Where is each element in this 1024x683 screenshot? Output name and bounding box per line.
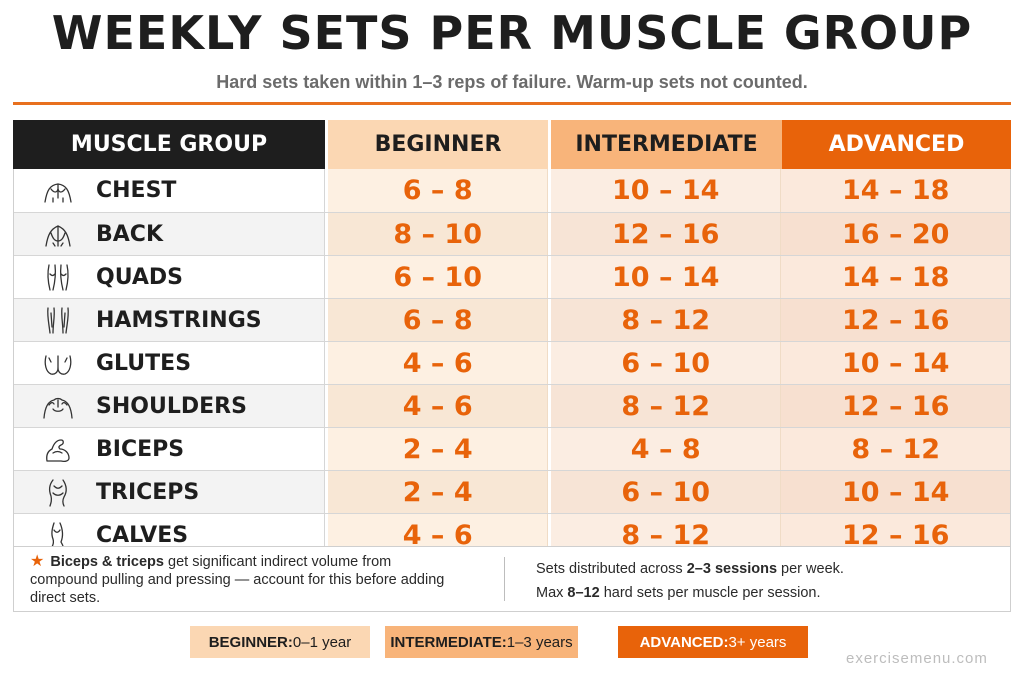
- muscle-name: BICEPS: [96, 436, 185, 462]
- muscle-name: CHEST: [96, 178, 177, 203]
- advanced-sets: 14 – 18: [781, 169, 1010, 212]
- legend-label: INTERMEDIATE:: [390, 633, 507, 651]
- legend-value: 3+ years: [728, 633, 787, 651]
- muscle-name: QUADS: [96, 264, 184, 290]
- beginner-sets: 6 – 10: [328, 256, 548, 298]
- intermediate-sets: 4 – 8: [550, 428, 782, 470]
- intermediate-sets: 10 – 14: [550, 256, 782, 298]
- quads-icon: [40, 262, 76, 292]
- intermediate-sets: 8 – 12: [550, 299, 782, 341]
- intermediate-sets: 6 – 10: [550, 471, 782, 513]
- beginner-sets: 8 – 10: [328, 213, 548, 255]
- notes-divider: [504, 557, 505, 601]
- glutes-icon: [40, 348, 76, 378]
- advanced-sets: 12 – 16: [781, 299, 1010, 341]
- muscle-name: TRICEPS: [96, 479, 200, 505]
- column-header-muscle-group: MUSCLE GROUP: [13, 120, 325, 169]
- beginner-sets: 6 – 8: [328, 299, 548, 341]
- intermediate-sets: 8 – 12: [550, 385, 782, 427]
- advanced-sets: 10 – 14: [781, 471, 1010, 513]
- table-header: MUSCLE GROUP BEGINNER INTERMEDIATE ADVAN…: [13, 120, 1011, 169]
- sets-table: MUSCLE GROUP BEGINNER INTERMEDIATE ADVAN…: [13, 120, 1011, 557]
- muscle-name: SHOULDERS: [96, 393, 247, 419]
- beginner-sets: 6 – 8: [328, 169, 548, 212]
- back-icon: [40, 219, 76, 249]
- muscle-cell: QUADS: [14, 256, 326, 298]
- note-indirect-volume: ★ Biceps & triceps get significant indire…: [30, 553, 450, 607]
- advanced-sets: 14 – 18: [781, 256, 1010, 298]
- advanced-sets: 16 – 20: [781, 213, 1010, 255]
- muscle-cell: TRICEPS: [14, 471, 326, 513]
- column-header-advanced: ADVANCED: [782, 120, 1011, 169]
- note-text: hard sets per muscle per session.: [599, 585, 821, 601]
- muscle-cell: BICEPS: [14, 428, 326, 470]
- advanced-sets: 8 – 12: [781, 428, 1010, 470]
- note-text: per week.: [777, 561, 844, 577]
- legend-beginner: BEGINNER: 0–1 year: [190, 626, 370, 658]
- muscle-name: CALVES: [96, 522, 189, 548]
- muscle-cell: CHEST: [14, 169, 326, 212]
- legend-advanced: ADVANCED: 3+ years: [618, 626, 808, 658]
- legend-label: BEGINNER:: [208, 633, 293, 651]
- chest-icon: [40, 176, 76, 206]
- legend-label: ADVANCED:: [639, 633, 729, 651]
- title-divider: [13, 102, 1011, 105]
- note-max-sets-line: Max 8–12 hard sets per muscle per sessio…: [536, 581, 844, 605]
- table-row: QUADS 6 – 10 10 – 14 14 – 18: [14, 255, 1010, 298]
- biceps-icon: [40, 434, 76, 464]
- watermark: exercisemenu.com: [846, 650, 988, 667]
- advanced-sets: 10 – 14: [781, 342, 1010, 384]
- star-icon: ★: [30, 553, 45, 570]
- shoulders-icon: [40, 391, 76, 421]
- column-header-beginner: BEGINNER: [328, 120, 548, 169]
- hamstrings-icon: [40, 305, 76, 335]
- muscle-cell: GLUTES: [14, 342, 326, 384]
- beginner-sets: 4 – 6: [328, 385, 548, 427]
- table-row: BACK 8 – 10 12 – 16 16 – 20: [14, 212, 1010, 255]
- note-bold-text: 8–12: [567, 585, 600, 601]
- note-text: Sets distributed across: [536, 561, 687, 577]
- muscle-cell: CALVES: [14, 514, 326, 556]
- muscle-name: HAMSTRINGS: [96, 307, 262, 333]
- intermediate-sets: 10 – 14: [550, 169, 782, 212]
- note-bold-text: Biceps & triceps: [50, 554, 164, 570]
- muscle-name: GLUTES: [96, 350, 192, 376]
- page-title: WEEKLY SETS PER MUSCLE GROUP: [51, 6, 973, 60]
- table-body: CHEST 6 – 8 10 – 14 14 – 18 BACK 8 – 10 12 – 1…: [13, 169, 1011, 557]
- notes-box: ★ Biceps & triceps get significant indire…: [13, 546, 1011, 612]
- muscle-name: BACK: [96, 221, 163, 247]
- note-text: Max: [536, 585, 568, 601]
- note-text: get significant indirect volume from com…: [30, 554, 445, 606]
- legend-intermediate: INTERMEDIATE: 1–3 years: [385, 626, 578, 658]
- note-sessions-line: Sets distributed across 2–3 sessions per…: [536, 557, 844, 581]
- muscle-cell: BACK: [14, 213, 326, 255]
- page-subtitle: Hard sets taken within 1–3 reps of failu…: [216, 72, 808, 92]
- table-row: CHEST 6 – 8 10 – 14 14 – 18: [14, 169, 1010, 212]
- intermediate-sets: 12 – 16: [550, 213, 782, 255]
- legend-value: 0–1 year: [292, 633, 352, 651]
- column-header-intermediate: INTERMEDIATE: [551, 120, 782, 169]
- muscle-cell: HAMSTRINGS: [14, 299, 326, 341]
- intermediate-sets: 6 – 10: [550, 342, 782, 384]
- beginner-sets: 4 – 6: [328, 342, 548, 384]
- triceps-icon: [40, 477, 76, 507]
- legend-value: 1–3 years: [506, 633, 573, 651]
- beginner-sets: 2 – 4: [328, 428, 548, 470]
- advanced-sets: 12 – 16: [781, 385, 1010, 427]
- note-bold-text: 2–3 sessions: [686, 561, 778, 577]
- beginner-sets: 2 – 4: [328, 471, 548, 513]
- muscle-cell: SHOULDERS: [14, 385, 326, 427]
- note-sessions: Sets distributed across 2–3 sessions per…: [536, 557, 844, 605]
